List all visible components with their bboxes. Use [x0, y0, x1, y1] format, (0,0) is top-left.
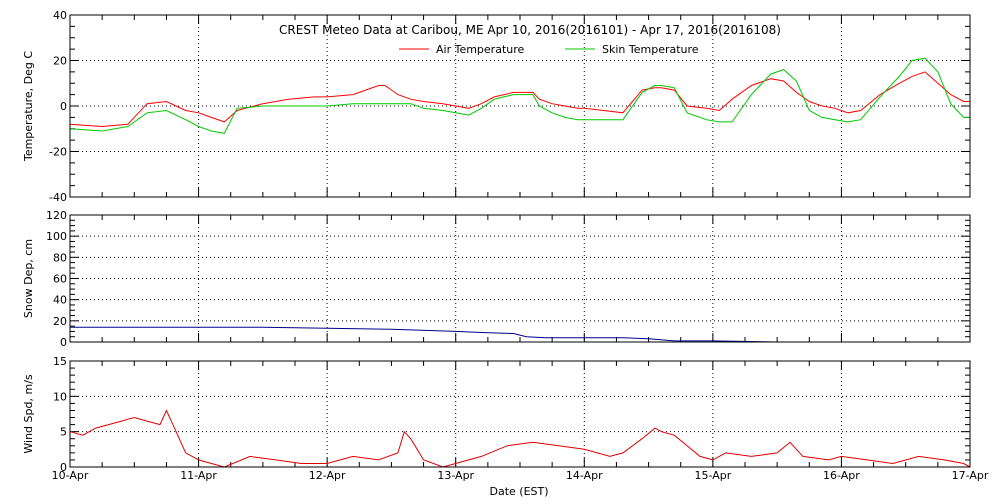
x-tick-label: 12-Apr	[309, 469, 346, 482]
x-tick-label: 14-Apr	[566, 469, 603, 482]
legend-label: Skin Temperature	[602, 43, 699, 56]
series-line-2-1	[70, 326, 958, 343]
plot-frame	[69, 360, 971, 468]
y-tick-label: 120	[46, 209, 67, 222]
chart-title: CREST Meteo Data at Caribou, ME Apr 10, …	[279, 23, 781, 37]
legend: Air Temperature Skin Temperature	[399, 43, 699, 56]
y-tick-label: 0	[60, 100, 67, 113]
y-tick-label: 0	[60, 461, 67, 474]
legend-label: Air Temperature	[436, 43, 525, 56]
panel-1: -40 -20 0 20 40 Temperature, Deg C	[22, 9, 971, 204]
x-tick-label: 11-Apr	[180, 469, 217, 482]
plot-frame	[69, 214, 971, 343]
panel-2: 0 20 40 60 80 100 120 Snow Dep, cm	[22, 209, 971, 349]
y-tick-label: -40	[49, 191, 67, 204]
y-axis-label: Wind Spd, m/s	[22, 374, 35, 454]
panel-3: 0 5 10 15 Wind Spd, m/s	[22, 355, 971, 474]
y-tick-label: 80	[53, 251, 67, 264]
y-tick-label: 5	[60, 426, 67, 439]
x-tick-label: 17-Apr	[952, 469, 989, 482]
x-tick-label: 13-Apr	[437, 469, 474, 482]
series-line-1-1	[69, 71, 970, 128]
y-tick-label: 0	[60, 336, 67, 349]
x-axis-label: Date (EST)	[489, 485, 548, 498]
series-line-3-1	[69, 409, 971, 468]
y-tick-label: 10	[53, 390, 67, 403]
y-axis-label: Snow Dep, cm	[22, 239, 35, 318]
y-tick-label: 100	[46, 230, 67, 243]
y-axis-label: Temperature, Deg C	[22, 51, 35, 162]
x-tick-label: 10-Apr	[52, 469, 89, 482]
plot-frame	[69, 14, 971, 198]
y-tick-label: 20	[53, 315, 67, 328]
x-tick-label: 15-Apr	[694, 469, 731, 482]
y-tick-label: -20	[49, 146, 67, 159]
y-tick-label: 20	[53, 55, 67, 68]
series-line-1-2	[69, 57, 970, 134]
y-tick-label: 40	[53, 9, 67, 22]
y-tick-label: 40	[53, 294, 67, 307]
y-tick-label: 15	[53, 355, 67, 368]
y-tick-label: 60	[53, 273, 67, 286]
x-tick-label: 16-Apr	[823, 469, 860, 482]
